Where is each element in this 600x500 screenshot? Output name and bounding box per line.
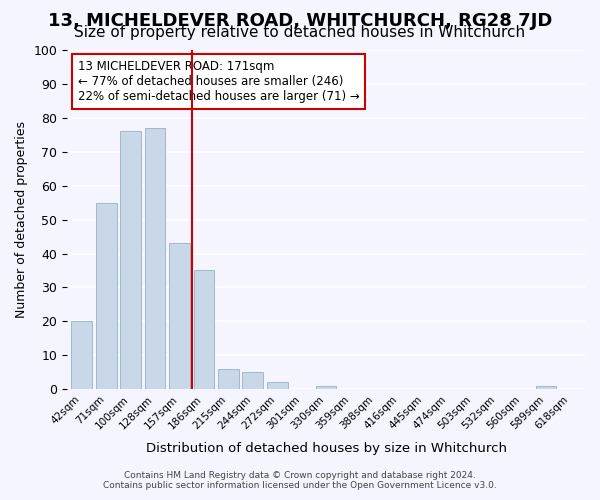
Text: Contains HM Land Registry data © Crown copyright and database right 2024.
Contai: Contains HM Land Registry data © Crown c… [103, 470, 497, 490]
Bar [316, 386, 337, 389]
Bar [145, 128, 166, 389]
Bar [194, 270, 214, 389]
Y-axis label: Number of detached properties: Number of detached properties [15, 121, 28, 318]
Bar [120, 132, 141, 389]
X-axis label: Distribution of detached houses by size in Whitchurch: Distribution of detached houses by size … [146, 442, 506, 455]
Text: Size of property relative to detached houses in Whitchurch: Size of property relative to detached ho… [74, 25, 526, 40]
Bar [71, 322, 92, 389]
Bar [536, 386, 556, 389]
Bar [267, 382, 287, 389]
Bar [96, 202, 116, 389]
Text: 13 MICHELDEVER ROAD: 171sqm
← 77% of detached houses are smaller (246)
22% of se: 13 MICHELDEVER ROAD: 171sqm ← 77% of det… [77, 60, 359, 103]
Bar [218, 369, 239, 389]
Bar [169, 244, 190, 389]
Bar [242, 372, 263, 389]
Text: 13, MICHELDEVER ROAD, WHITCHURCH, RG28 7JD: 13, MICHELDEVER ROAD, WHITCHURCH, RG28 7… [48, 12, 552, 30]
